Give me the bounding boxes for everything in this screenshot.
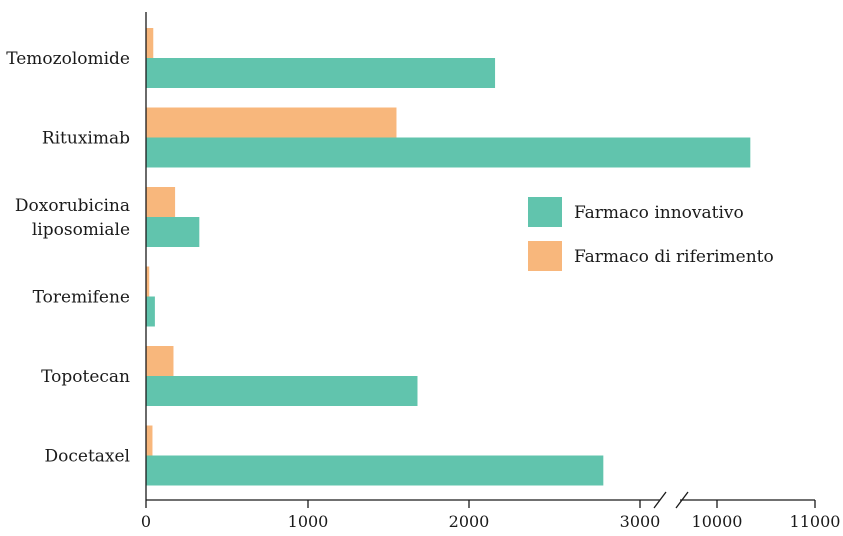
tick-labels: 0 1000 2000 3000 10000 11000: [141, 512, 841, 531]
x-tick-label-4: 10000: [692, 512, 743, 531]
x-tick-label-5: 11000: [790, 512, 841, 531]
bar-riferimento-5: [146, 425, 153, 456]
category-label-2-line-1: liposomiale: [32, 220, 130, 240]
legend-label-1: Farmaco di riferimento: [574, 247, 774, 267]
category-label-2-line-0: Doxorubicina: [15, 196, 130, 216]
x-tick-label-2: 2000: [449, 512, 490, 531]
bar-riferimento-4: [146, 346, 174, 376]
legend: Farmaco innovativo Farmaco di riferimento: [528, 197, 774, 271]
category-labels: Temozolomide Rituximab Doxorubicina liposom…: [6, 49, 130, 467]
axis-break-mark-1: [675, 491, 689, 509]
bar-innovativo-1: [146, 137, 751, 168]
bar-innovativo-4: [146, 376, 418, 406]
category-label-4: Topotecan: [41, 367, 130, 387]
category-label-1: Rituximab: [42, 129, 130, 149]
category-label-3: Toremifene: [33, 288, 130, 308]
bar-innovativo-5: [146, 455, 604, 486]
bar-riferimento-3: [146, 266, 150, 297]
legend-swatch-1: [528, 241, 562, 271]
legend-swatch-0: [528, 197, 562, 227]
bar-innovativo-3: [146, 296, 155, 327]
x-tick-label-0: 0: [141, 512, 151, 531]
axis-break-mark-0: [653, 491, 667, 509]
legend-label-0: Farmaco innovativo: [574, 203, 744, 223]
category-label-5: Docetaxel: [45, 447, 131, 467]
bar-riferimento-0: [146, 28, 154, 58]
bars-group: [146, 28, 751, 486]
category-label-0: Temozolomide: [6, 49, 130, 69]
bar-riferimento-2: [146, 187, 176, 217]
bar-innovativo-0: [146, 58, 496, 88]
x-tick-label-3: 3000: [620, 512, 661, 531]
bar-innovativo-2: [146, 217, 200, 247]
axes-group: [145, 12, 816, 509]
x-tick-label-1: 1000: [288, 512, 329, 531]
bar-riferimento-1: [146, 107, 397, 138]
